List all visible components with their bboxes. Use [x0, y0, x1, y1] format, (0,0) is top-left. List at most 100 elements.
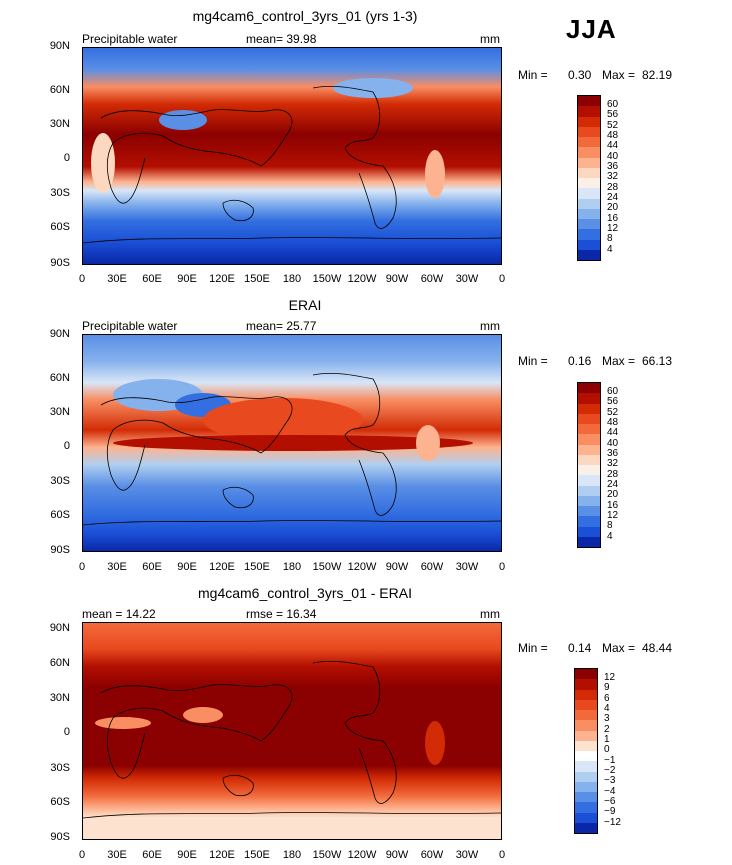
- colorbar-swatch: [578, 403, 600, 414]
- lon-tick-label: 30W: [455, 561, 479, 573]
- lat-tick-label: 30S: [50, 187, 70, 199]
- colorbar-label: 9: [604, 682, 610, 693]
- colorbar-label: 0: [604, 744, 610, 755]
- lat-tick-label: 60S: [50, 796, 70, 808]
- lon-tick-label: 150W: [312, 273, 342, 285]
- colorbar-label: 52: [607, 120, 619, 131]
- min-label: Min =: [518, 641, 548, 655]
- panel-center-label: mean= 25.77: [246, 319, 317, 333]
- max-label: Max =: [602, 641, 636, 655]
- panel-units: mm: [480, 32, 500, 46]
- colorbar-label: −6: [604, 796, 616, 807]
- colorbar-label: 52: [607, 407, 619, 418]
- lon-tick-label: 0: [78, 849, 86, 861]
- colorbar-label: 60: [607, 99, 619, 110]
- lon-tick-label: 0: [78, 561, 86, 573]
- colorbar-swatch: [575, 771, 597, 782]
- colorbar-label: 40: [607, 151, 619, 162]
- colorbar-swatch: [578, 383, 600, 394]
- colorbar-swatch: [578, 229, 600, 240]
- lon-tick-label: 120E: [209, 273, 235, 285]
- colorbar-swatch: [578, 147, 600, 158]
- lat-tick-label: 0: [63, 440, 70, 452]
- panel-title: ERAI: [288, 297, 322, 313]
- lat-tick-label: 60N: [49, 372, 70, 384]
- colorbar-label: −4: [604, 786, 616, 797]
- colorbar-swatch: [575, 699, 597, 710]
- lon-tick-label: 0: [78, 273, 86, 285]
- colorbar-label: 4: [604, 703, 610, 714]
- colorbar-label: 48: [607, 417, 619, 428]
- colorbar-label: 1: [604, 734, 610, 745]
- lat-tick-label: 30N: [49, 406, 70, 418]
- colorbar-swatch: [578, 506, 600, 517]
- lon-tick-label: 180: [282, 273, 302, 285]
- colorbar-swatch: [578, 208, 600, 219]
- min-value: 0.14: [568, 641, 592, 655]
- min-label: Min =: [518, 354, 548, 368]
- colorbar-label: 44: [607, 140, 619, 151]
- colorbar-swatch: [578, 188, 600, 199]
- panel-center-label: mean= 39.98: [246, 32, 317, 46]
- season-label: JJA: [566, 14, 617, 44]
- lon-tick-label: 60E: [142, 849, 162, 861]
- colorbar-swatch: [575, 730, 597, 741]
- lon-tick-label: 30W: [455, 273, 479, 285]
- lon-tick-label: 90W: [385, 561, 409, 573]
- colorbar-label: −2: [604, 765, 616, 776]
- lat-tick-label: 0: [63, 726, 70, 738]
- colorbar-swatch: [578, 413, 600, 424]
- max-label: Max =: [602, 68, 636, 82]
- map-erai: [82, 334, 502, 552]
- lat-tick-label: 60N: [49, 657, 70, 669]
- lon-tick-label: 150E: [244, 561, 270, 573]
- colorbar-swatch: [578, 393, 600, 404]
- lon-tick-label: 30E: [107, 561, 127, 573]
- colorbar-swatch: [575, 669, 597, 680]
- colorbar-swatch: [575, 822, 597, 833]
- lon-tick-label: 90E: [177, 561, 197, 573]
- lat-tick-label: 90N: [49, 622, 70, 634]
- colorbar-label: 56: [607, 109, 619, 120]
- panel-left-label: mean = 14.22: [82, 607, 156, 621]
- colorbar-label: 12: [604, 672, 616, 683]
- lon-tick-label: 90E: [177, 273, 197, 285]
- lon-tick-label: 60E: [142, 273, 162, 285]
- panel-title: mg4cam6_control_3yrs_01 - ERAI: [198, 585, 412, 601]
- lon-tick-label: 60W: [420, 273, 444, 285]
- lon-tick-label: 120E: [209, 849, 235, 861]
- lat-tick-label: 30S: [50, 475, 70, 487]
- colorbar-label: 36: [607, 161, 619, 172]
- max-value: 82.19: [642, 68, 673, 82]
- colorbar-label: 16: [607, 213, 619, 224]
- colorbar-swatch: [578, 96, 600, 107]
- colorbar-swatch: [575, 761, 597, 772]
- colorbar-swatch: [578, 219, 600, 230]
- min-value: 0.30: [568, 68, 592, 82]
- map-model: [82, 47, 502, 265]
- colorbar-swatch: [578, 424, 600, 435]
- colorbar-swatch: [575, 751, 597, 762]
- colorbar-swatch: [575, 802, 597, 813]
- colorbar-swatch: [575, 720, 597, 731]
- colorbar-swatch: [578, 178, 600, 189]
- lon-tick-label: 30E: [107, 273, 127, 285]
- lon-tick-label: 150W: [312, 849, 342, 861]
- colorbar: [577, 382, 601, 548]
- colorbar: [577, 95, 601, 261]
- colorbar-label: 12: [607, 510, 619, 521]
- colorbar-label: 8: [607, 520, 613, 531]
- lon-tick-label: 0: [498, 849, 506, 861]
- colorbar-swatch: [575, 812, 597, 823]
- colorbar-label: 12: [607, 223, 619, 234]
- lat-tick-label: 0: [63, 152, 70, 164]
- lon-tick-label: 150W: [312, 561, 342, 573]
- panel-left-label: Precipitable water: [82, 32, 178, 46]
- colorbar-swatch: [578, 454, 600, 465]
- colorbar-swatch: [578, 434, 600, 445]
- colorbar-label: 32: [607, 171, 619, 182]
- lat-tick-label: 90S: [50, 544, 70, 556]
- map-difference: [82, 622, 502, 840]
- lon-tick-label: 150E: [244, 273, 270, 285]
- lat-tick-label: 90N: [49, 328, 70, 340]
